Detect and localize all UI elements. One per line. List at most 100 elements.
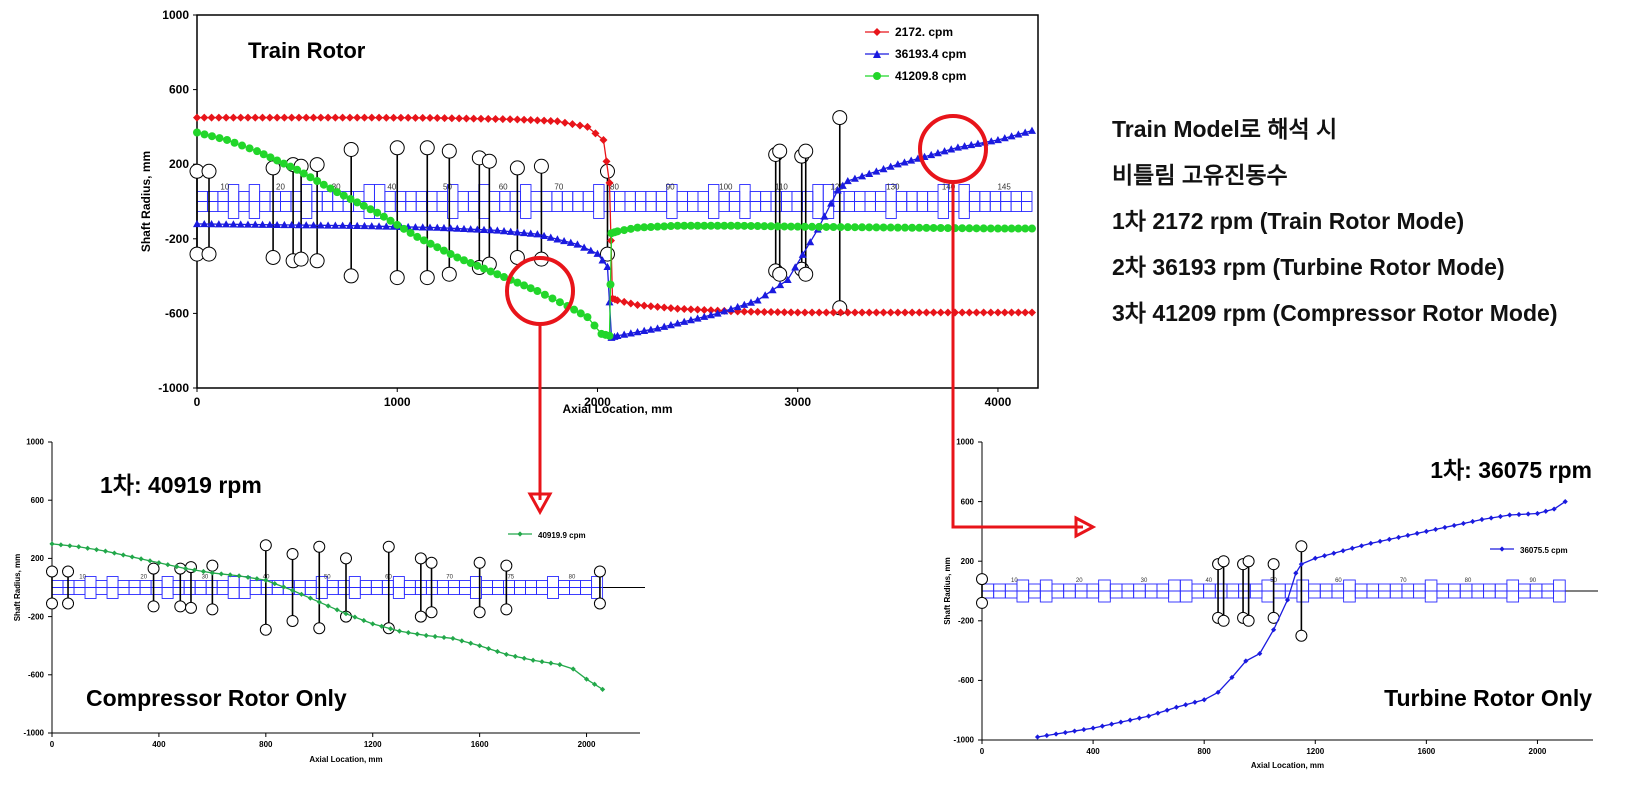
data-point: [865, 308, 874, 317]
data-point: [533, 287, 542, 296]
station-label: 10: [1011, 578, 1018, 584]
disc-marker: [206, 559, 219, 572]
y-tick-label: -1000: [24, 729, 45, 738]
data-point: [1183, 702, 1189, 708]
disc-marker: [309, 157, 325, 173]
station-label: 70: [554, 183, 563, 192]
data-point: [533, 230, 542, 238]
data-point: [726, 221, 735, 230]
data-point: [1479, 516, 1485, 523]
data-point: [1014, 308, 1023, 317]
data-point: [900, 158, 909, 166]
data-point: [760, 222, 769, 231]
data-point: [375, 113, 384, 122]
data-point: [693, 314, 702, 322]
x-tick-label: 1200: [364, 740, 382, 749]
data-point: [979, 308, 988, 317]
data-point: [720, 307, 729, 315]
data-point: [200, 568, 207, 575]
data-point: [546, 116, 555, 125]
station-label: 10: [79, 575, 86, 581]
data-point: [893, 308, 902, 317]
data-point: [520, 281, 529, 290]
data-point: [258, 220, 267, 228]
data-point: [299, 169, 308, 178]
data-point: [653, 302, 662, 311]
data-point: [700, 221, 709, 230]
data-point: [838, 181, 847, 189]
data-point: [281, 584, 287, 590]
station-label: 40: [387, 183, 396, 192]
data-point: [506, 115, 515, 124]
data-point: [787, 222, 796, 231]
disc-marker: [473, 606, 486, 619]
data-point: [273, 113, 282, 122]
data-point: [236, 220, 245, 228]
chart-footer-label: Compressor Rotor Only: [86, 685, 347, 711]
station-label: 60: [1335, 578, 1342, 584]
annotation-line: 1차 2172 rpm (Train Rotor Mode): [1112, 208, 1465, 234]
data-point: [236, 573, 242, 579]
data-point: [850, 308, 859, 317]
data-point: [418, 223, 427, 231]
data-point: [720, 221, 729, 230]
data-point: [209, 570, 215, 576]
data-point: [493, 270, 502, 279]
data-point: [1021, 224, 1030, 233]
callout-arrow-turbine: [951, 182, 1083, 529]
data-point: [1298, 561, 1304, 567]
data-point: [102, 548, 109, 554]
data-point: [441, 634, 447, 641]
data-point: [965, 224, 974, 233]
data-point: [1071, 728, 1078, 734]
data-point: [1229, 674, 1235, 681]
data-point: [399, 224, 408, 233]
data-point: [446, 250, 455, 259]
station-label: 10: [220, 183, 229, 192]
data-point: [686, 316, 695, 324]
data-point: [1516, 511, 1522, 518]
data-point: [265, 113, 274, 122]
data-point: [331, 113, 340, 122]
data-point: [793, 222, 802, 231]
x-tick-label: 2000: [578, 740, 596, 749]
data-point: [836, 308, 845, 317]
data-point: [480, 264, 489, 273]
station-label: 20: [140, 575, 147, 581]
data-point: [1368, 540, 1374, 546]
data-point: [680, 221, 689, 230]
disc-marker: [389, 140, 405, 156]
data-point: [808, 222, 817, 231]
data-point: [620, 330, 629, 338]
data-point: [512, 653, 518, 659]
data-point: [900, 308, 909, 317]
data-point: [773, 308, 782, 317]
data-point: [229, 220, 238, 228]
data-point: [958, 308, 967, 317]
legend-label: 41209.8 cpm: [895, 69, 966, 83]
disc-marker: [259, 539, 272, 552]
disc-marker: [265, 249, 281, 265]
data-point: [440, 114, 449, 123]
x-tick-label: 4000: [985, 395, 1012, 409]
data-point: [760, 307, 769, 316]
data-point: [1442, 524, 1448, 531]
data-point: [1155, 710, 1161, 716]
data-point: [1021, 308, 1030, 317]
data-point: [287, 220, 296, 229]
series-36075-5-cpm: 36075.5 cpm: [1034, 499, 1568, 740]
data-point: [309, 113, 318, 122]
data-point: [560, 118, 569, 127]
data-point: [469, 114, 478, 123]
data-point: [1021, 128, 1030, 136]
data-point: [1136, 715, 1142, 721]
y-tick-label: 200: [169, 157, 189, 171]
data-point: [76, 544, 82, 550]
data-point: [366, 205, 375, 214]
disc-marker: [313, 622, 326, 635]
x-tick-label: 1600: [471, 740, 489, 749]
data-point: [1062, 729, 1068, 736]
data-point: [773, 222, 782, 231]
annotation-line: Train Model로 해석 시: [1112, 116, 1338, 142]
data-point: [243, 220, 252, 228]
